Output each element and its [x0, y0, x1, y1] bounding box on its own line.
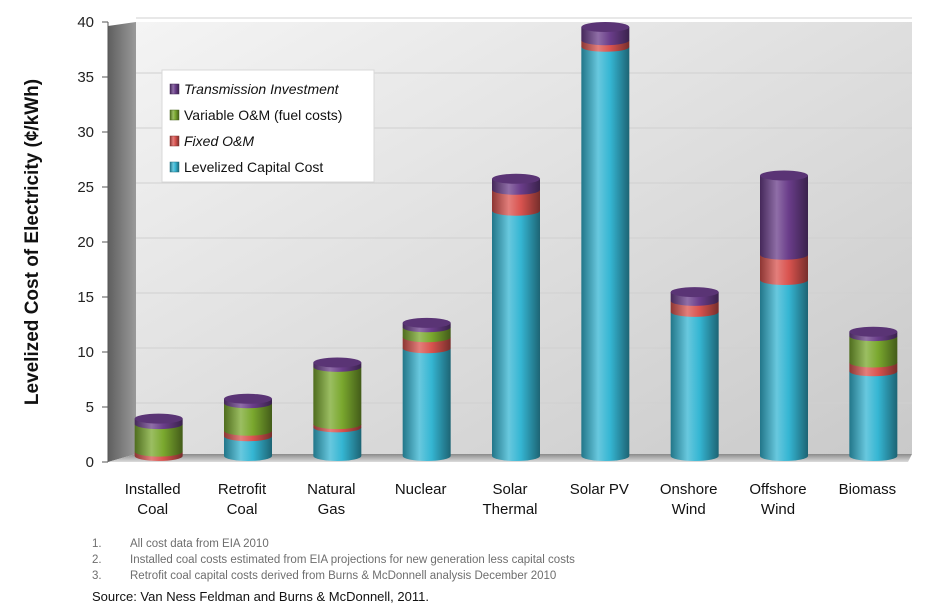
y-tick-label: 15 [77, 289, 94, 306]
footnote-2: 2. Installed coal costs estimated from E… [92, 552, 575, 568]
footnote-text: Retrofit coal capital costs derived from… [130, 570, 557, 582]
legend: Transmission Investment Variable O&M (fue… [161, 69, 375, 183]
x-tick-label: Retrofit [218, 481, 267, 498]
bar-group [849, 326, 898, 462]
bar-segment [581, 46, 630, 462]
y-tick-label: 25 [77, 179, 94, 196]
bar-group [402, 317, 451, 462]
x-tick-label: Thermal [482, 501, 537, 518]
chart-side-wall [108, 22, 136, 462]
x-tick-label: Natural [307, 481, 355, 498]
bar-segment [492, 210, 540, 461]
bar-top-cap [134, 413, 183, 424]
x-tick-label: Nuclear [395, 481, 447, 498]
bar-segment [224, 436, 272, 461]
legend-item: Transmission Investment [169, 81, 340, 97]
legend-item: Variable O&M (fuel costs) [169, 107, 342, 123]
legend-item: Fixed O&M [169, 133, 254, 149]
bar-segment [402, 348, 451, 462]
x-tick-label: Offshore [749, 481, 806, 498]
bar-group [492, 173, 540, 461]
bar-top-cap [581, 22, 630, 32]
footnote-text: Installed coal costs estimated from EIA … [130, 554, 575, 566]
y-axis-label: Levelized Cost of Electricity (¢/kWh) [22, 79, 43, 405]
legend-item: Levelized Capital Cost [169, 159, 323, 175]
bar-segment [492, 189, 540, 216]
bar-segment [760, 280, 808, 461]
bar-segment [670, 311, 719, 462]
y-tick-label: 20 [77, 234, 94, 251]
bar-top-cap [849, 326, 898, 337]
bar-segment [760, 254, 808, 285]
bar-group [670, 287, 719, 462]
legend-swatch [169, 135, 180, 147]
bar-group [134, 413, 183, 462]
footnote-number: 1. [92, 538, 102, 550]
source-citation: Source: Van Ness Feldman and Burns & McD… [92, 589, 429, 604]
bar-group [224, 393, 272, 461]
legend-box [161, 69, 375, 183]
y-tick-label: 40 [77, 14, 94, 31]
legend-label: Fixed O&M [184, 133, 254, 149]
legend-label: Transmission Investment [184, 81, 340, 97]
legend-label: Variable O&M (fuel costs) [184, 107, 342, 123]
legend-swatch [169, 109, 180, 121]
x-tick-label: Solar [492, 481, 527, 498]
bar-group [760, 170, 808, 461]
bar-group [581, 22, 630, 462]
bar-top-cap [492, 173, 540, 184]
footnote-1: 1. All cost data from EIA 2010 [92, 536, 575, 552]
x-tick-label: Coal [137, 501, 168, 518]
bar-segment [313, 366, 362, 430]
footnote-3: 3. Retrofit coal capital costs derived f… [92, 568, 575, 584]
bar-top-cap [670, 287, 719, 298]
bar-top-cap [313, 357, 362, 368]
bar-segment [581, 27, 630, 46]
x-tick-label: Gas [318, 501, 346, 518]
bar-top-cap [224, 393, 272, 404]
x-tick-label: Wind [672, 501, 706, 518]
bar-top-cap [402, 317, 451, 328]
y-tick-label: 10 [77, 344, 94, 361]
x-tick-label: Solar PV [570, 481, 629, 498]
y-tick-label: 30 [77, 124, 94, 141]
x-tick-label: Installed [125, 481, 181, 498]
legend-swatch [169, 83, 180, 95]
footnote-number: 2. [92, 554, 102, 566]
legend-label: Levelized Capital Cost [184, 159, 323, 175]
y-tick-label: 35 [77, 69, 94, 86]
legend-swatch [169, 161, 180, 173]
x-tick-label: Biomass [839, 481, 897, 498]
bar-segment [760, 175, 808, 260]
y-tick-label: 0 [86, 454, 94, 471]
bar-segment [849, 371, 898, 462]
footnote-number: 3. [92, 570, 102, 582]
y-tick-label: 5 [86, 399, 94, 416]
bar-top-cap [760, 170, 808, 181]
footnotes: 1. All cost data from EIA 2010 2. Instal… [92, 536, 575, 584]
bar-segment [224, 403, 272, 436]
bar-segment [313, 427, 362, 462]
x-tick-label: Coal [227, 501, 258, 518]
bar-segment [134, 424, 183, 457]
x-tick-label: Onshore [660, 481, 718, 498]
footnote-text: All cost data from EIA 2010 [130, 538, 269, 550]
bar-segment [849, 336, 898, 368]
bar-group [313, 357, 362, 462]
x-tick-label: Wind [761, 501, 795, 518]
